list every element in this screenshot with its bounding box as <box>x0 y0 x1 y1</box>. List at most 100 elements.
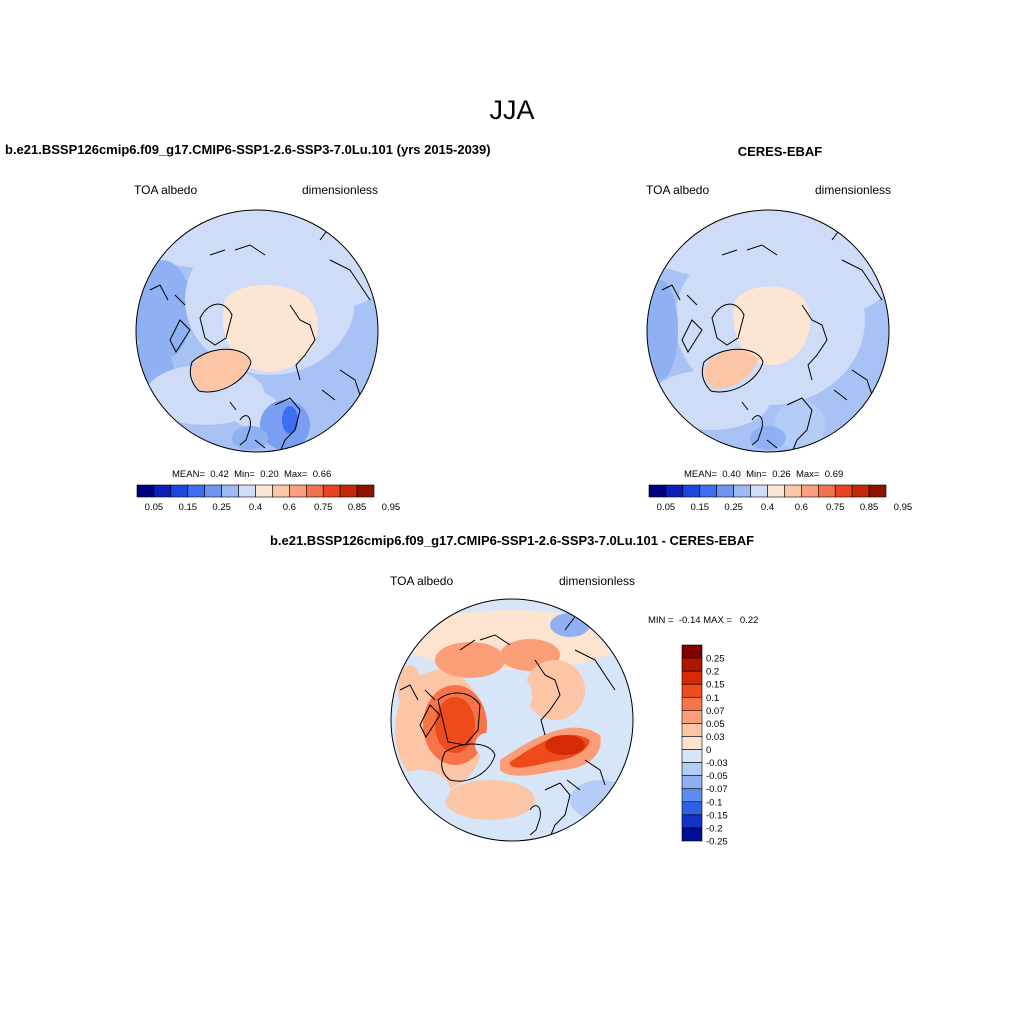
stats-line: MIN = -0.14 MAX = 0.22 <box>648 615 758 626</box>
min-value: -0.14 <box>678 615 701 626</box>
colorbar-tick-label: 0.75 <box>826 502 845 513</box>
colorbar-swatch <box>681 814 703 829</box>
colorbar-swatch <box>681 801 703 816</box>
panel-title-model: b.e21.BSSP126cmip6.f09_g17.CMIP6-SSP1-2.… <box>5 142 491 157</box>
colorbar-tick-label: 0.07 <box>706 706 725 717</box>
colorbar-swatch <box>681 788 703 803</box>
colorbar-tick-label: 0.03 <box>706 732 725 743</box>
colorbar-swatch <box>750 484 768 498</box>
colorbar-tick-label: 0.25 <box>724 502 743 513</box>
colorbar-tick-label: 0.15 <box>706 680 725 691</box>
colorbar-swatch <box>681 657 703 672</box>
colorbar-swatch <box>665 484 684 498</box>
mean-label: MEAN= <box>684 469 717 480</box>
colorbar-swatch <box>681 736 703 750</box>
mean-value: 0.42 <box>210 469 229 480</box>
colorbar-swatch <box>204 484 222 498</box>
colorbar-swatch <box>817 484 836 498</box>
colorbar-tick-label: 0.05 <box>706 719 725 730</box>
colorbar-swatch <box>784 484 802 498</box>
colorbar-difference: 0.25 0.2 0.15 0.1 0.07 0.05 0.03 0 -0.03 -0.05 -0.… <box>681 644 728 848</box>
colorbar-swatch <box>681 723 703 737</box>
colorbar-tick-label: 0.25 <box>706 654 725 665</box>
colorbar-tick-label: 0.2 <box>706 667 719 678</box>
colorbar-tick-label: 0.25 <box>212 502 231 513</box>
colorbar-swatch <box>305 484 324 498</box>
min-label: Min= <box>234 469 255 480</box>
colorbar-tick-label: -0.05 <box>706 771 728 782</box>
colorbar-swatch <box>238 484 256 498</box>
polar-map-difference <box>390 598 634 842</box>
colorbar-tick-label: -0.07 <box>706 784 728 795</box>
colorbar-swatch <box>851 484 870 498</box>
colorbar-swatch <box>681 644 703 659</box>
colorbar-tick-label: 0.6 <box>283 502 296 513</box>
colorbar-swatch <box>868 484 887 498</box>
colorbar-tick-label: -0.03 <box>706 758 728 769</box>
colorbar-swatch <box>221 484 239 498</box>
max-label: Max= <box>795 469 820 480</box>
stats-line: MEAN= 0.42 Min= 0.20 Max= 0.66 <box>172 469 331 480</box>
units-label: dimensionless <box>559 574 636 588</box>
min-label: Min= <box>746 469 767 480</box>
min-value: 0.20 <box>260 469 279 480</box>
polar-map-ceres <box>646 209 890 453</box>
polar-map-model <box>135 209 379 453</box>
mean-label: MEAN= <box>172 469 205 480</box>
colorbar-tick-label: 0.15 <box>179 502 198 513</box>
colorbar-tick-label: 0.75 <box>314 502 333 513</box>
units-label: dimensionless <box>302 183 379 197</box>
colorbar-swatch <box>339 484 358 498</box>
min-label: MIN = <box>648 615 674 626</box>
main-title: JJA <box>489 95 535 125</box>
max-label: Max= <box>283 469 308 480</box>
variable-label: TOA albedo <box>390 574 454 588</box>
colorbar-swatch <box>716 484 734 498</box>
colorbar-swatch <box>681 710 703 724</box>
colorbar-tick-label: -0.25 <box>706 837 728 848</box>
colorbar-swatch <box>681 683 703 698</box>
max-value: 0.69 <box>824 469 844 480</box>
colorbar-tick-label: -0.2 <box>706 823 722 834</box>
colorbar-swatch <box>681 775 703 790</box>
colorbar-model: 0.05 0.15 0.25 0.4 0.6 0.75 0.85 0.95 <box>136 484 401 513</box>
colorbar-swatch <box>153 484 172 498</box>
units-label: dimensionless <box>815 183 892 197</box>
colorbar-tick-label: 0.1 <box>706 693 719 704</box>
colorbar-ceres: 0.05 0.15 0.25 0.4 0.6 0.75 0.85 0.95 <box>648 484 913 513</box>
colorbar-tick-label: 0.85 <box>348 502 367 513</box>
colorbar-swatch <box>681 762 703 776</box>
max-value: 0.66 <box>312 469 332 480</box>
colorbar-swatch <box>136 484 155 498</box>
mean-value: 0.40 <box>722 469 741 480</box>
colorbar-swatch <box>648 484 667 498</box>
colorbar-swatch <box>733 484 751 498</box>
max-value: 0.22 <box>739 615 759 626</box>
variable-label: TOA albedo <box>134 183 198 197</box>
colorbar-tick-label: 0.95 <box>382 502 401 513</box>
colorbar-tick-label: 0.85 <box>860 502 879 513</box>
colorbar-tick-label: 0.05 <box>145 502 164 513</box>
variable-label: TOA albedo <box>646 183 710 197</box>
colorbar-swatch <box>681 827 703 842</box>
colorbar-swatch <box>767 484 785 498</box>
colorbar-swatch <box>699 484 718 498</box>
panel-title-diff: b.e21.BSSP126cmip6.f09_g17.CMIP6-SSP1-2.… <box>269 533 755 548</box>
colorbar-swatch <box>289 484 307 498</box>
colorbar-swatch <box>272 484 290 498</box>
colorbar-tick-label: 0.95 <box>894 502 913 513</box>
colorbar-swatch <box>170 484 189 498</box>
max-label: MAX = <box>703 615 732 626</box>
panel-title-ceres: CERES-EBAF <box>737 144 823 159</box>
colorbar-tick-label: 0.05 <box>657 502 676 513</box>
min-value: 0.26 <box>772 469 791 480</box>
colorbar-swatch <box>681 696 703 711</box>
colorbar-tick-label: 0 <box>706 745 711 756</box>
colorbar-swatch <box>834 484 853 498</box>
stats-line: MEAN= 0.40 Min= 0.26 Max= 0.69 <box>684 469 843 480</box>
colorbar-swatch <box>682 484 701 498</box>
colorbar-swatch <box>356 484 375 498</box>
colorbar-tick-label: -0.15 <box>706 810 728 821</box>
colorbar-tick-label: 0.6 <box>795 502 808 513</box>
